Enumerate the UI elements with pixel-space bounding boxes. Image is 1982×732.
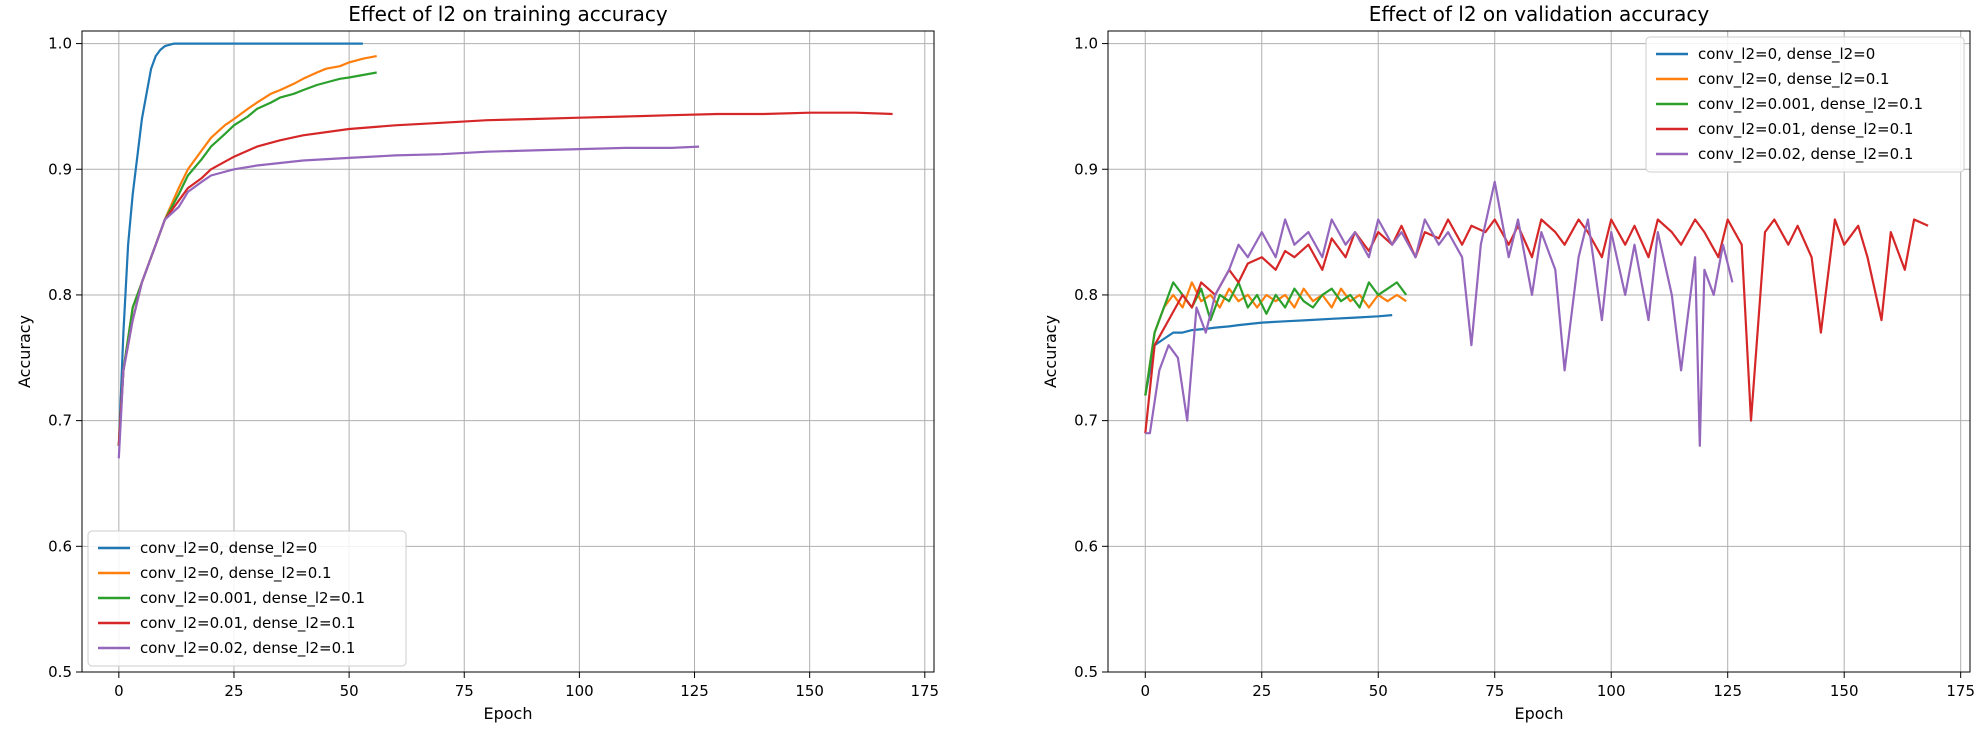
training-accuracy-axes: 0 25 50 75 100 125 150 175 0.5 0.6 0.7 0.8 0.9 1.0 E…	[15, 2, 939, 723]
validation-series-line-4	[1144, 218, 1929, 434]
validation-y-ticks: 0.5 0.6 0.7 0.8 0.9 1.0	[1074, 35, 1108, 681]
validation-y-tick-label: 0.9	[1074, 160, 1098, 178]
validation-y-tick-label: 0.7	[1074, 412, 1098, 430]
validation-y-tick-label: 1.0	[1074, 35, 1098, 53]
training-legend-label: conv_l2=0, dense_l2=0	[140, 539, 317, 558]
training-legend-label: conv_l2=0.001, dense_l2=0.1	[140, 589, 365, 608]
training-y-tick-label: 0.9	[48, 160, 72, 178]
validation-x-tick-label: 75	[1485, 682, 1504, 700]
training-series-line-1	[117, 42, 363, 446]
training-legend-box	[87, 530, 407, 667]
training-x-tick-label: 100	[565, 682, 594, 700]
validation-legend-label: conv_l2=0, dense_l2=0.1	[1698, 70, 1890, 89]
validation-legend-label: conv_l2=0.02, dense_l2=0.1	[1698, 145, 1913, 164]
training-legend-label: conv_l2=0.02, dense_l2=0.1	[140, 639, 355, 658]
training-x-tick-label: 0	[114, 682, 124, 700]
validation-x-tick-label: 25	[1252, 682, 1271, 700]
validation-x-tick-label: 50	[1369, 682, 1388, 700]
training-legend-label: conv_l2=0.01, dense_l2=0.1	[140, 614, 355, 633]
validation-chart-title: Effect of l2 on validation accuracy	[1369, 2, 1710, 26]
training-x-ticks: 0 25 50 75 100 125 150 175	[114, 672, 939, 700]
validation-plot-frame	[1107, 30, 1971, 673]
validation-legend-label: conv_l2=0, dense_l2=0	[1698, 45, 1875, 64]
training-y-tick-label: 0.8	[48, 286, 72, 304]
training-legend: conv_l2=0, dense_l2=0 conv_l2=0, dense_l2…	[87, 530, 407, 667]
validation-legend-label: conv_l2=0.01, dense_l2=0.1	[1698, 120, 1913, 139]
training-y-tick-label: 0.5	[48, 663, 72, 681]
validation-y-tick-label: 0.6	[1074, 537, 1098, 555]
validation-x-tick-label: 125	[1713, 682, 1742, 700]
validation-legend: conv_l2=0, dense_l2=0 conv_l2=0, dense_l2…	[1645, 36, 1965, 173]
training-x-tick-label: 175	[910, 682, 939, 700]
validation-legend-box	[1645, 36, 1965, 173]
validation-y-axis-label: Accuracy	[1041, 315, 1060, 388]
validation-accuracy-axes: 0 25 50 75 100 125 150 175 0.5 0.6 0.7 0.8 0.9 1.0 E…	[1041, 2, 1975, 723]
training-y-tick-label: 0.6	[48, 537, 72, 555]
training-y-ticks: 0.5 0.6 0.7 0.8 0.9 1.0	[48, 35, 82, 681]
training-y-tick-label: 1.0	[48, 35, 72, 53]
validation-series-line-1	[1144, 314, 1393, 396]
training-x-tick-label: 75	[455, 682, 474, 700]
training-y-tick-label: 0.7	[48, 412, 72, 430]
validation-y-tick-label: 0.5	[1074, 663, 1098, 681]
training-legend-label: conv_l2=0, dense_l2=0.1	[140, 564, 332, 583]
training-x-tick-label: 50	[340, 682, 359, 700]
validation-x-tick-label: 100	[1597, 682, 1626, 700]
training-series	[117, 42, 893, 459]
training-x-axis-label: Epoch	[484, 704, 533, 723]
training-x-tick-label: 25	[224, 682, 243, 700]
validation-x-tick-label: 150	[1830, 682, 1859, 700]
validation-y-tick-label: 0.8	[1074, 286, 1098, 304]
validation-legend-label: conv_l2=0.001, dense_l2=0.1	[1698, 95, 1923, 114]
validation-series	[1144, 180, 1929, 447]
training-plot-frame	[81, 30, 935, 673]
training-series-line-5	[117, 145, 700, 459]
validation-x-tick-label: 0	[1141, 682, 1151, 700]
validation-x-tick-label: 175	[1946, 682, 1975, 700]
validation-series-line-5	[1145, 180, 1734, 447]
validation-x-axis-label: Epoch	[1515, 704, 1564, 723]
training-chart-title: Effect of l2 on training accuracy	[348, 2, 668, 26]
training-x-tick-label: 125	[680, 682, 709, 700]
training-x-tick-label: 150	[795, 682, 824, 700]
validation-x-ticks: 0 25 50 75 100 125 150 175	[1141, 672, 1975, 700]
training-y-axis-label: Accuracy	[15, 315, 34, 388]
